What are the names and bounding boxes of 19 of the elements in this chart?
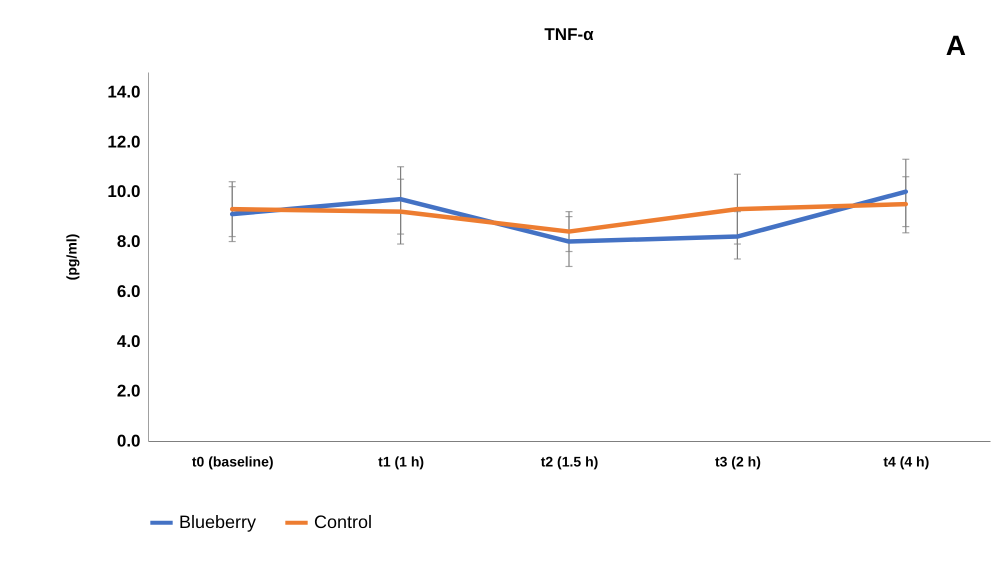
y-tick-label: 6.0 [116,282,140,301]
y-axis-title: (pg/ml) [63,234,80,280]
y-tick-label: 4.0 [116,332,140,351]
x-tick-label: t2 (1.5 h) [540,454,598,470]
x-tick-label: t4 (4 h) [883,454,930,470]
legend-label: Blueberry [179,512,256,532]
legend-label: Control [314,512,372,532]
line-series [230,202,908,234]
text: A [946,30,966,62]
chart-title: TNF-α [544,25,594,44]
x-tick-label: t1 (1 h) [378,454,424,470]
y-tick-label: 14.0 [107,82,140,102]
x-tick-label: t0 (baseline) [192,454,274,470]
y-tick-label: 10.0 [107,182,140,202]
y-tick-label: 2.0 [116,382,140,401]
x-tick-label: t3 (2 h) [714,454,761,470]
y-tick-label: 12.0 [107,132,140,152]
y-tick-label: 0.0 [116,432,140,450]
y-tick-label: 8.0 [116,232,140,252]
